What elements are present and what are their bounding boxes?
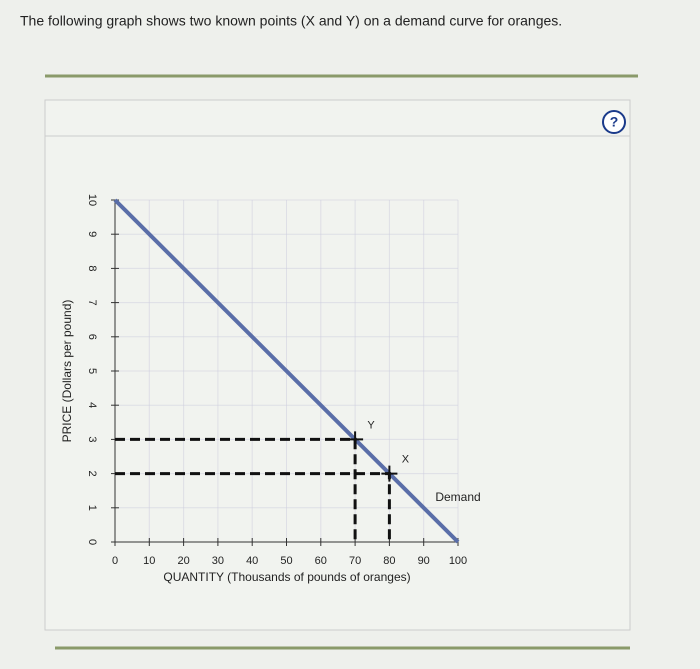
y-axis-label: PRICE (Dollars per pound) (60, 300, 74, 443)
y-tick-label: 8 (86, 265, 98, 271)
x-tick-label: 50 (280, 555, 292, 567)
graph-panel (44, 99, 631, 631)
point (347, 431, 364, 448)
x-tick-label: 100 (449, 555, 467, 567)
x-tick-label: 40 (246, 555, 258, 567)
x-tick-label: 0 (112, 555, 118, 567)
x-axis-label: QUANTITY (Thousands of pounds of oranges… (163, 570, 410, 584)
y-tick-label: 7 (86, 300, 98, 306)
x-tick-label: 20 (177, 555, 189, 567)
y-tick-label: 1 (86, 505, 98, 511)
series-label: Demand (435, 490, 480, 504)
x-tick-label: 90 (418, 555, 430, 567)
question: The following graph shows two known poin… (20, 13, 562, 29)
y-tick-label: 5 (86, 368, 98, 374)
y-tick-label: 0 (86, 539, 98, 545)
y-tick-label: 4 (86, 402, 98, 408)
x-tick-label: 70 (349, 555, 361, 567)
y-tick-label: 2 (86, 471, 98, 477)
x-tick-label: 60 (315, 555, 327, 567)
demand-line (113, 198, 460, 544)
y-tick-label: 6 (86, 334, 98, 340)
y-tick-label: 10 (86, 194, 98, 206)
point (381, 465, 398, 482)
help-button[interactable] (602, 110, 626, 134)
x-tick-label: 30 (212, 555, 224, 567)
y-tick-label: 3 (86, 436, 98, 442)
x-tick-label: 80 (383, 555, 395, 567)
help-icon[interactable]: ? (610, 114, 619, 130)
point-label: X (402, 454, 410, 466)
x-tick-label: 10 (143, 555, 155, 567)
point-label: Y (367, 419, 375, 431)
y-tick-label: 9 (86, 231, 98, 237)
